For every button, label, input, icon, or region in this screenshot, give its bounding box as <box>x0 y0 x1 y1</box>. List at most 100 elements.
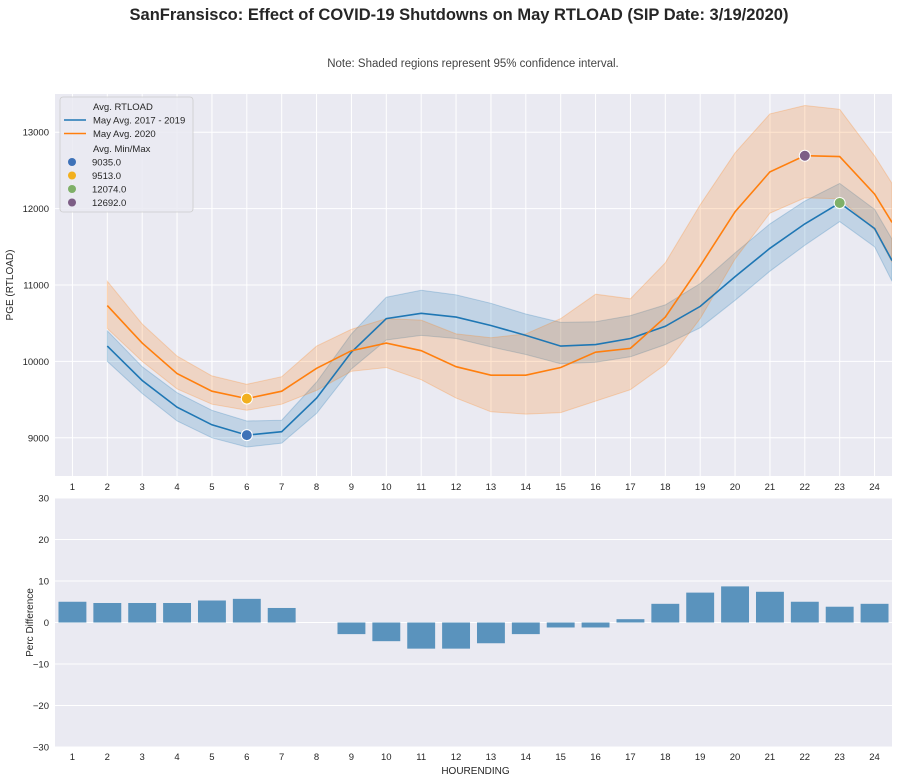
top-x-tick-label: 17 <box>625 482 636 493</box>
bar <box>267 607 296 623</box>
bar <box>93 602 122 623</box>
bottom-y-tick-label: −10 <box>33 660 49 671</box>
bottom-x-axis-label: HOURENDING <box>441 766 510 777</box>
bottom-y-tick-label: 10 <box>38 577 49 588</box>
bottom-x-tick-label: 24 <box>869 752 880 763</box>
bottom-x-tick-label: 3 <box>140 752 145 763</box>
series-2017-2019-line <box>106 201 892 436</box>
top-x-tick-label: 20 <box>730 482 741 493</box>
bottom-x-tick-label: 19 <box>695 752 706 763</box>
top-x-tick-label: 22 <box>800 482 811 493</box>
legend-label-2017-2019: May Avg. 2017 - 2019 <box>93 116 185 127</box>
top-x-tick-label: 12 <box>451 482 462 493</box>
bar <box>511 622 540 635</box>
bottom-x-tick-label: 13 <box>486 752 497 763</box>
bottom-x-tick-label: 6 <box>244 752 249 763</box>
bottom-x-tick-label: 2 <box>105 752 110 763</box>
top-x-tick-label: 15 <box>555 482 566 493</box>
top-x-tick-label: 4 <box>174 482 179 493</box>
bottom-x-tick-label: 5 <box>209 752 214 763</box>
top-plot-area <box>106 104 892 448</box>
top-x-tick-label: 21 <box>765 482 776 493</box>
top-y-axis-label: PGE (RTLOAD) <box>5 250 16 321</box>
chart-note: Note: Shaded regions represent 95% confi… <box>327 58 619 70</box>
bottom-x-tick-label: 12 <box>451 752 462 763</box>
bar <box>163 602 192 623</box>
bottom-y-tick-label: 20 <box>38 535 49 546</box>
legend-box <box>59 96 194 213</box>
bar <box>616 619 645 623</box>
chart-title: SanFransisco: Effect of COVID-19 Shutdow… <box>129 6 789 24</box>
top-x-tick-label: 24 <box>869 482 880 493</box>
bar <box>721 586 750 623</box>
top-x-tick-label: 19 <box>695 482 706 493</box>
top-x-tick-label: 14 <box>521 482 532 493</box>
minmax-marker <box>798 149 811 162</box>
legend-title-rtload: Avg. RTLOAD <box>93 102 153 113</box>
bar <box>790 601 819 623</box>
top-x-tick-label: 7 <box>279 482 284 493</box>
bottom-x-tick-label: 14 <box>521 752 532 763</box>
top-x-tick-label: 3 <box>140 482 145 493</box>
top-x-tick-label: 8 <box>314 482 319 493</box>
bottom-y-tick-label: 0 <box>44 618 49 629</box>
top-x-tick-label: 13 <box>486 482 497 493</box>
bottom-y-tick-label: −20 <box>33 701 49 712</box>
bar <box>128 602 157 623</box>
legend-marker <box>68 171 76 180</box>
top-y-tick-label: 10000 <box>23 357 49 368</box>
top-y-tick-label: 13000 <box>23 128 49 139</box>
legend: Avg. RTLOAD May Avg. 2017 - 2019 May Avg. … <box>59 96 194 213</box>
bar <box>337 622 366 635</box>
bottom-x-tick-label: 9 <box>349 752 354 763</box>
bar <box>372 622 401 642</box>
top-x-tick-label: 18 <box>660 482 671 493</box>
top-x-tick-label: 6 <box>244 482 249 493</box>
bottom-y-axis-label: Perc Difference <box>25 588 36 657</box>
top-x-tick-label: 5 <box>209 482 214 493</box>
legend-label-2020: May Avg. 2020 <box>93 129 156 140</box>
top-y-tick-label: 11000 <box>23 281 49 292</box>
series-2017-2019-ci-band <box>106 182 892 448</box>
legend-marker <box>68 185 76 193</box>
legend-title-minmax: Avg. Min/Max <box>93 144 151 155</box>
top-x-tick-label: 23 <box>834 482 845 493</box>
bottom-x-tick-label: 17 <box>625 752 636 763</box>
legend-marker <box>68 158 76 166</box>
bottom-y-tick-label: 30 <box>38 494 49 505</box>
bar <box>442 622 471 649</box>
bottom-x-tick-label: 10 <box>381 752 392 763</box>
legend-marker-label: 9035.0 <box>92 158 121 169</box>
bar <box>232 598 261 623</box>
legend-marker-label: 9513.0 <box>92 171 121 182</box>
bottom-x-tick-label: 11 <box>416 752 426 763</box>
top-x-tick-label: 2 <box>105 482 110 493</box>
bottom-x-tick-label: 4 <box>174 752 179 763</box>
bottom-x-tick-label: 20 <box>730 752 741 763</box>
bar <box>546 622 575 628</box>
bar <box>651 603 680 623</box>
top-x-tick-label: 9 <box>349 482 354 493</box>
top-x-tick-label: 16 <box>590 482 601 493</box>
minmax-marker <box>240 429 253 442</box>
bar <box>58 601 87 623</box>
minmax-marker <box>240 392 253 405</box>
top-y-tick-label: 12000 <box>23 204 49 215</box>
top-y-tick-label: 9000 <box>28 433 49 444</box>
bottom-x-tick-label: 1 <box>70 752 75 763</box>
top-plot-panel: 1 2 3 4 5 6 7 8 9 10 11 12 13 14 15 16 17 18 19 20 21 22 23 249… <box>5 94 892 493</box>
top-x-tick-label: 1 <box>70 482 75 493</box>
bottom-x-tick-label: 7 <box>279 752 284 763</box>
bar <box>476 622 505 644</box>
bottom-x-tick-label: 22 <box>800 752 811 763</box>
bar <box>686 592 715 623</box>
bar <box>581 622 610 628</box>
bottom-x-tick-label: 16 <box>590 752 601 763</box>
bar <box>825 606 854 623</box>
legend-marker <box>68 198 76 207</box>
bottom-x-tick-label: 15 <box>555 752 566 763</box>
legend-marker-label: 12692.0 <box>92 198 126 209</box>
bar <box>755 591 784 623</box>
bottom-x-tick-label: 23 <box>834 752 845 763</box>
